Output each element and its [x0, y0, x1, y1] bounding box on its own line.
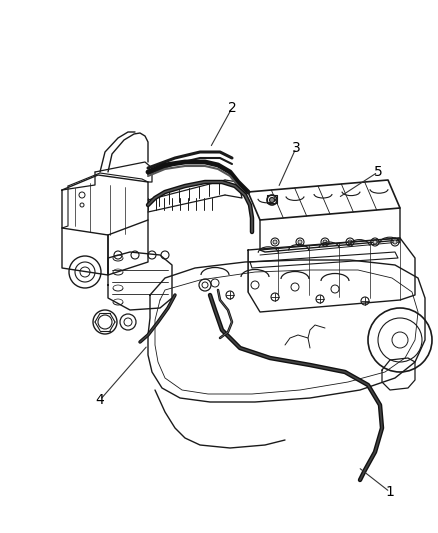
Text: 1: 1: [385, 485, 395, 499]
Text: 5: 5: [374, 165, 382, 179]
Text: 4: 4: [95, 393, 104, 407]
Text: 3: 3: [292, 141, 300, 155]
Circle shape: [323, 240, 327, 244]
Circle shape: [298, 240, 302, 244]
Circle shape: [373, 240, 377, 244]
Circle shape: [348, 240, 352, 244]
Text: 2: 2: [228, 101, 237, 115]
Circle shape: [269, 198, 275, 203]
Circle shape: [393, 240, 397, 244]
Circle shape: [273, 240, 277, 244]
